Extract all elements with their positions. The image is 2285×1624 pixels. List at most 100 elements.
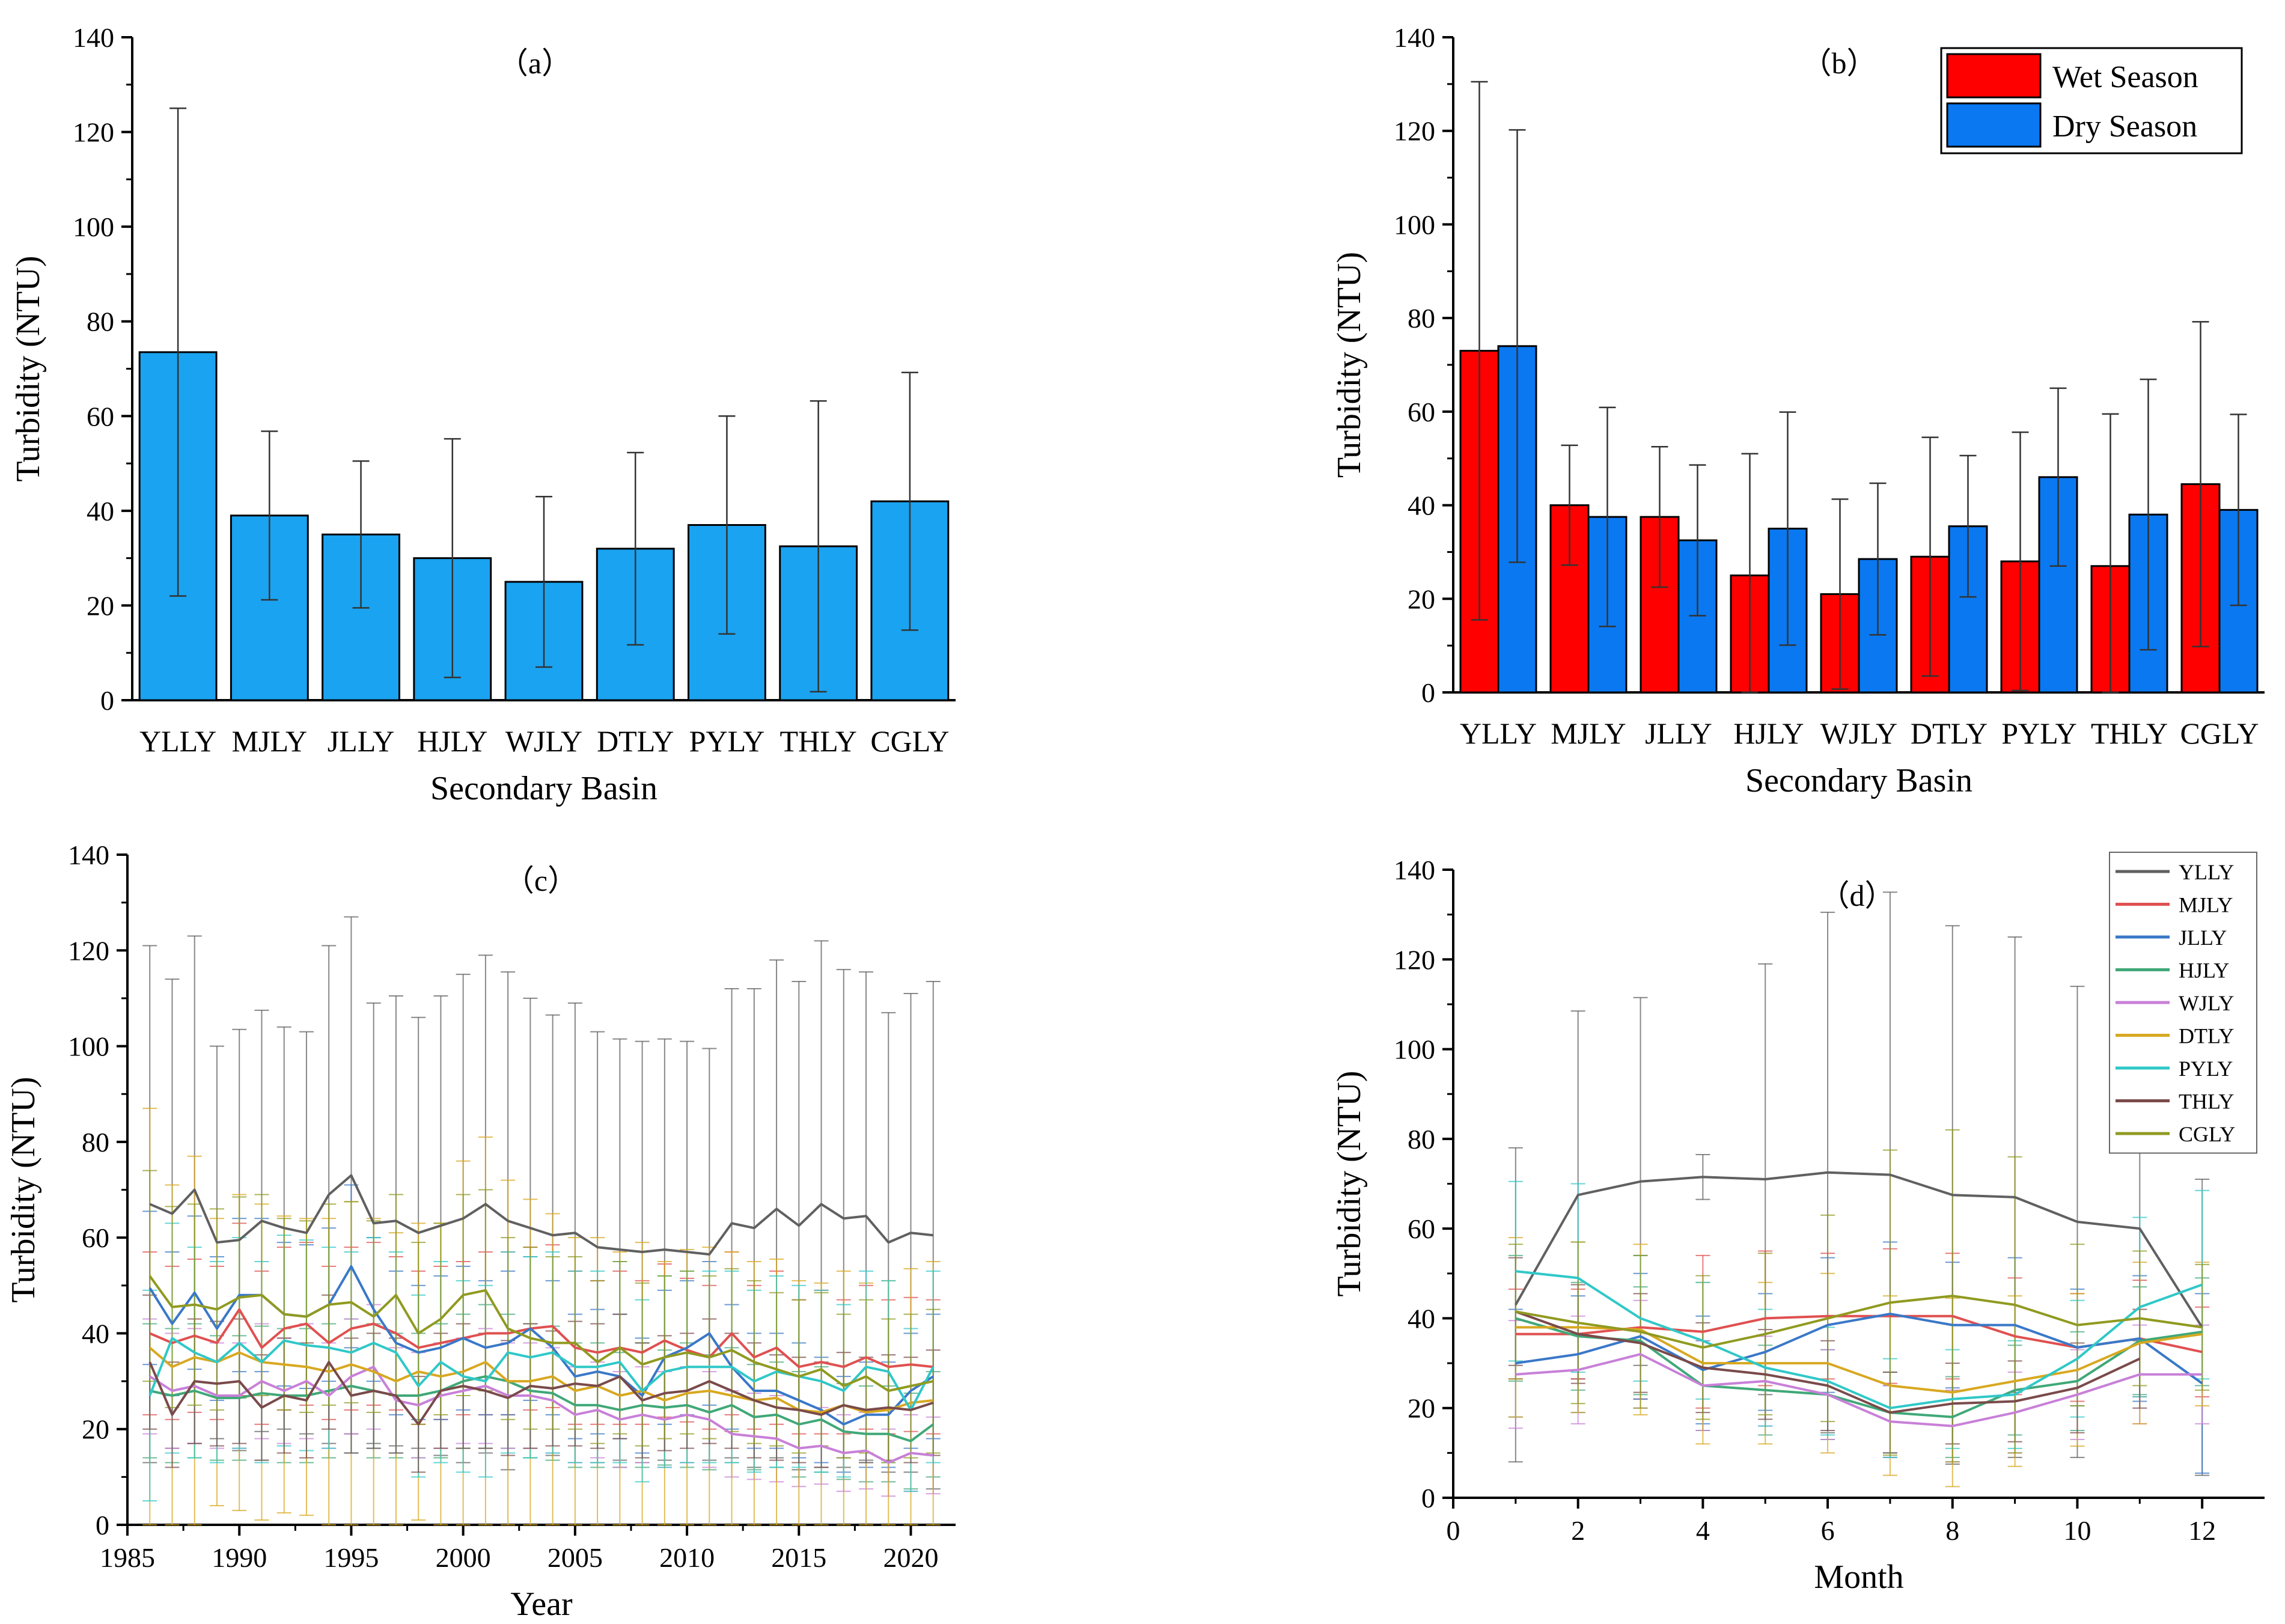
b-y-tick-label: 60 bbox=[1408, 397, 1435, 427]
b-x-tick-label: HJLY bbox=[1733, 716, 1804, 750]
legend-label: CGLY bbox=[2179, 1122, 2235, 1146]
legend-label: MJLY bbox=[2179, 893, 2233, 917]
b-y-tick-label: 120 bbox=[1394, 116, 1435, 147]
panel-c: 0 20 40 60 80 100 120 140 Turbidity (NTU) Year 198… bbox=[5, 840, 956, 1623]
c-series-line-ylly bbox=[149, 1174, 934, 1256]
b-y-tick-label: 100 bbox=[1394, 209, 1435, 240]
a-y-tick-label: 0 bbox=[100, 685, 114, 716]
d-y-tick-label: 140 bbox=[1394, 855, 1435, 885]
legend-swatch bbox=[1946, 53, 2042, 99]
d-x-tick-label: 0 bbox=[1447, 1515, 1460, 1546]
legend-label: WJLY bbox=[2179, 991, 2234, 1015]
panel-d: 0 20 40 60 80 100 120 140 Turbidity (NTU) Month 0 2… bbox=[1331, 852, 2265, 1596]
c-y-tick-label: 100 bbox=[68, 1031, 109, 1062]
b-y-tick-label: 40 bbox=[1408, 490, 1435, 521]
legend-label: HJLY bbox=[2179, 959, 2229, 983]
d-series-line-hjly bbox=[1515, 1317, 2203, 1418]
d-x-tick-label: 12 bbox=[2188, 1515, 2216, 1546]
c-y-tick-label: 60 bbox=[82, 1223, 109, 1253]
a-x-tick-label: JLLY bbox=[328, 724, 395, 758]
b-x-tick-label: YLLY bbox=[1460, 716, 1537, 750]
d-y-tick-label: 120 bbox=[1394, 944, 1435, 975]
d-y-tick-label: 0 bbox=[1421, 1483, 1435, 1513]
b-x-tick-label: THLY bbox=[2091, 716, 2168, 750]
d-y-tick-label: 20 bbox=[1408, 1393, 1435, 1424]
c-y-tick-label: 140 bbox=[68, 840, 109, 870]
d-x-tick-label: 4 bbox=[1696, 1515, 1710, 1546]
b-x-tick-label: JLLY bbox=[1645, 716, 1712, 750]
d-y-tick-label: 80 bbox=[1408, 1124, 1435, 1155]
d-y-axis-title: Turbidity (NTU) bbox=[1331, 1071, 1368, 1297]
c-x-tick-label: 1990 bbox=[212, 1542, 267, 1573]
a-y-tick-label: 140 bbox=[73, 22, 114, 53]
d-series-line-ylly bbox=[1515, 1171, 2203, 1328]
d-series-line-thly bbox=[1515, 1310, 2141, 1414]
c-y-tick-label: 80 bbox=[82, 1127, 109, 1158]
b-x-tick-label: PYLY bbox=[2001, 716, 2077, 750]
b-x-tick-label: DTLY bbox=[1911, 716, 1988, 750]
d-x-tick-label: 8 bbox=[1945, 1515, 1959, 1546]
c-x-tick-label: 2015 bbox=[771, 1542, 826, 1573]
legend-label: THLY bbox=[2179, 1090, 2234, 1114]
b-y-axis-title: Turbidity (NTU) bbox=[1331, 252, 1368, 478]
a-x-tick-label: MJLY bbox=[232, 724, 308, 758]
c-series-line-thly bbox=[148, 1361, 934, 1426]
b-y-tick-label: 140 bbox=[1394, 22, 1435, 53]
b-y-tick-label: 20 bbox=[1408, 584, 1435, 614]
d-y-tick-label: 60 bbox=[1408, 1213, 1435, 1244]
a-x-tick-label: WJLY bbox=[505, 724, 582, 758]
c-x-tick-label: 1995 bbox=[323, 1542, 379, 1573]
legend-label: YLLY bbox=[2179, 860, 2234, 884]
d-panel-title: （d） bbox=[1820, 879, 1895, 912]
a-y-tick-label: 40 bbox=[87, 496, 114, 527]
d-x-axis-title: Month bbox=[1814, 1558, 1903, 1596]
legend-swatch bbox=[1946, 102, 2042, 148]
panel-b: 0 20 40 60 80 100 120 140 Turbidity (NTU) Seconda… bbox=[1331, 22, 2265, 799]
b-panel-title: （b） bbox=[1802, 46, 1877, 80]
a-y-axis-title: Turbidity (NTU) bbox=[10, 256, 47, 482]
b-x-tick-label: MJLY bbox=[1551, 716, 1626, 750]
c-series-line-hjly bbox=[149, 1375, 934, 1442]
d-x-tick-label: 10 bbox=[2063, 1515, 2091, 1546]
d-x-tick-label: 6 bbox=[1821, 1515, 1835, 1546]
a-x-tick-label: YLLY bbox=[139, 724, 216, 758]
legend-label: DTLY bbox=[2179, 1024, 2234, 1048]
c-series-line-pyly bbox=[148, 1337, 935, 1411]
a-y-tick-label: 60 bbox=[87, 401, 114, 432]
b-x-tick-label: CGLY bbox=[2180, 716, 2259, 750]
a-x-tick-label: HJLY bbox=[417, 724, 487, 758]
d-y-tick-label: 100 bbox=[1394, 1034, 1435, 1065]
c-x-tick-label: 2010 bbox=[659, 1542, 715, 1573]
legend-label: PYLY bbox=[2179, 1057, 2233, 1081]
panel-a: 0 20 40 60 80 100 120 140 Turbidity (NTU) Seconda… bbox=[10, 22, 956, 807]
c-series-line-wjly bbox=[149, 1366, 934, 1464]
c-series-line-cgly bbox=[148, 1275, 934, 1392]
d-series-line-cgly bbox=[1515, 1295, 2203, 1349]
c-y-tick-label: 20 bbox=[82, 1414, 109, 1445]
c-y-tick-label: 40 bbox=[82, 1318, 109, 1349]
c-panel-title: （c） bbox=[504, 864, 578, 897]
c-x-tick-label: 2005 bbox=[548, 1542, 603, 1573]
a-x-tick-label: PYLY bbox=[689, 724, 765, 758]
legend-label: Wet Season bbox=[2052, 60, 2198, 94]
legend-label: Dry Season bbox=[2052, 109, 2197, 144]
a-x-tick-label: DTLY bbox=[597, 724, 674, 758]
b-y-tick-label: 0 bbox=[1421, 677, 1435, 708]
a-y-tick-label: 120 bbox=[73, 117, 114, 148]
a-y-tick-label: 20 bbox=[87, 590, 114, 621]
legend-label: JLLY bbox=[2179, 926, 2227, 950]
a-x-axis-title: Secondary Basin bbox=[430, 770, 657, 807]
c-x-tick-label: 1985 bbox=[100, 1542, 155, 1573]
a-y-tick-label: 100 bbox=[73, 212, 114, 242]
b-x-tick-label: WJLY bbox=[1820, 716, 1897, 750]
a-x-tick-label: CGLY bbox=[870, 724, 949, 758]
a-y-tick-label: 80 bbox=[87, 307, 114, 337]
d-x-tick-label: 2 bbox=[1571, 1515, 1585, 1546]
d-series-line-mjly bbox=[1515, 1314, 2203, 1354]
d-series-line-wjly bbox=[1515, 1353, 2203, 1427]
a-x-tick-label: THLY bbox=[780, 724, 857, 758]
c-series-line-mjly bbox=[149, 1308, 934, 1369]
d-series-line-pyly bbox=[1515, 1270, 2203, 1409]
b-y-tick-label: 80 bbox=[1408, 303, 1435, 334]
